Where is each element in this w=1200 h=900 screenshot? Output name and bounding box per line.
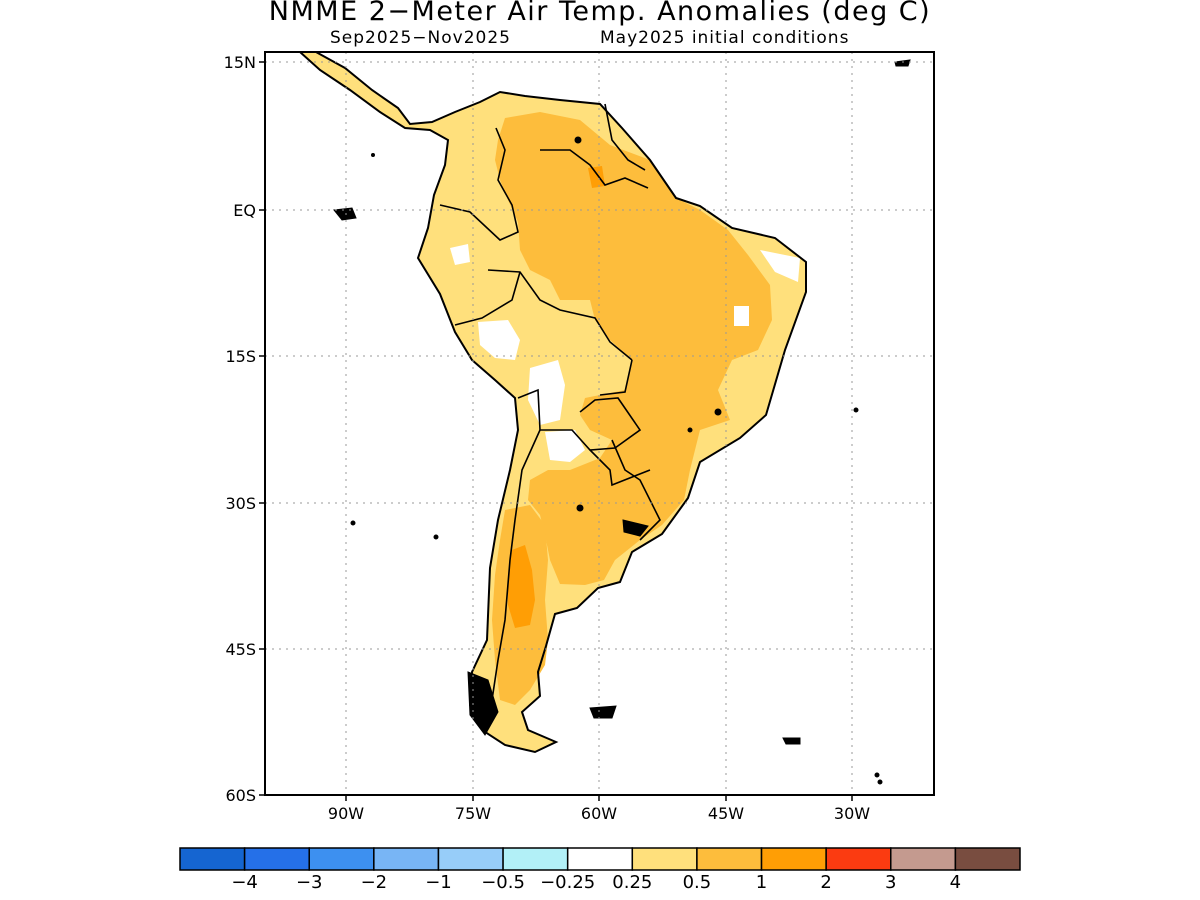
colorbar-label: −2 (361, 872, 388, 893)
coastline (299, 52, 807, 754)
colorbar-label: −3 (296, 872, 323, 893)
colorbar-label: −0.25 (540, 872, 595, 893)
lat-label: 45S (225, 640, 256, 659)
axis-ticks: 90W 75W 60W 45W 30W 15N EQ 15S 30S 45S 60S (224, 53, 871, 823)
colorbar-swatch (373, 847, 440, 871)
lon-label: 60W (581, 804, 617, 823)
colorbar-swatch (954, 847, 1021, 871)
colorbar-label: 2 (820, 872, 831, 893)
anomaly-region-orinoco (588, 166, 605, 188)
graticule (265, 52, 934, 795)
neutral-patch-amazon-west (450, 244, 470, 265)
lat-label: 15S (225, 347, 256, 366)
colorbar-label: 0.25 (612, 872, 652, 893)
lat-label: 30S (225, 494, 256, 513)
initial-conditions-label: May2025 initial conditions (600, 28, 850, 48)
anomaly-region-andes-peak (508, 545, 535, 628)
lat-label: 60S (225, 786, 256, 805)
neutral-patch-interior (734, 306, 749, 326)
colorbar-swatch (566, 847, 634, 871)
colorbar-swatch (631, 847, 698, 871)
colorbar-swatch (825, 847, 892, 871)
colorbar-swatch (243, 847, 310, 871)
colorbar-swatch (696, 847, 763, 871)
lon-label: 75W (455, 804, 491, 823)
anomaly-region-brazil (495, 112, 772, 585)
country-borders (439, 103, 661, 701)
neutral-patch-chaco (545, 430, 585, 462)
islands (333, 59, 911, 785)
colorbar-swatch (437, 847, 504, 871)
colorbar-label: 0.5 (683, 872, 712, 893)
lat-label: 15N (224, 53, 256, 72)
colorbar-label: −0.5 (481, 872, 525, 893)
map-area (265, 52, 934, 795)
colorbar: −4 −3 −2 −1 −0.5 −0.25 0.25 0.5 1 2 3 4 (179, 847, 1021, 893)
colorbar-swatch (890, 847, 957, 871)
neutral-patch-bolivia (528, 360, 565, 425)
colorbar-label: −1 (425, 872, 452, 893)
colorbar-swatch (502, 847, 569, 871)
lat-label: EQ (233, 201, 256, 220)
lon-label: 30W (834, 804, 870, 823)
lon-label: 45W (708, 804, 744, 823)
neutral-patch-peru (478, 320, 520, 360)
colorbar-label: −4 (231, 872, 258, 893)
lon-label: 90W (328, 804, 364, 823)
colorbar-swatch (179, 847, 246, 871)
colorbar-label: 3 (885, 872, 896, 893)
colorbar-label: 4 (950, 872, 961, 893)
neutral-patch-northeast (760, 250, 800, 282)
forecast-period: Sep2025−Nov2025 (330, 28, 511, 48)
map-title: NMME 2−Meter Air Temp. Anomalies (deg C) (268, 0, 932, 27)
colorbar-label: 1 (756, 872, 767, 893)
colorbar-swatch (760, 847, 827, 871)
colorbar-swatch (308, 847, 375, 871)
